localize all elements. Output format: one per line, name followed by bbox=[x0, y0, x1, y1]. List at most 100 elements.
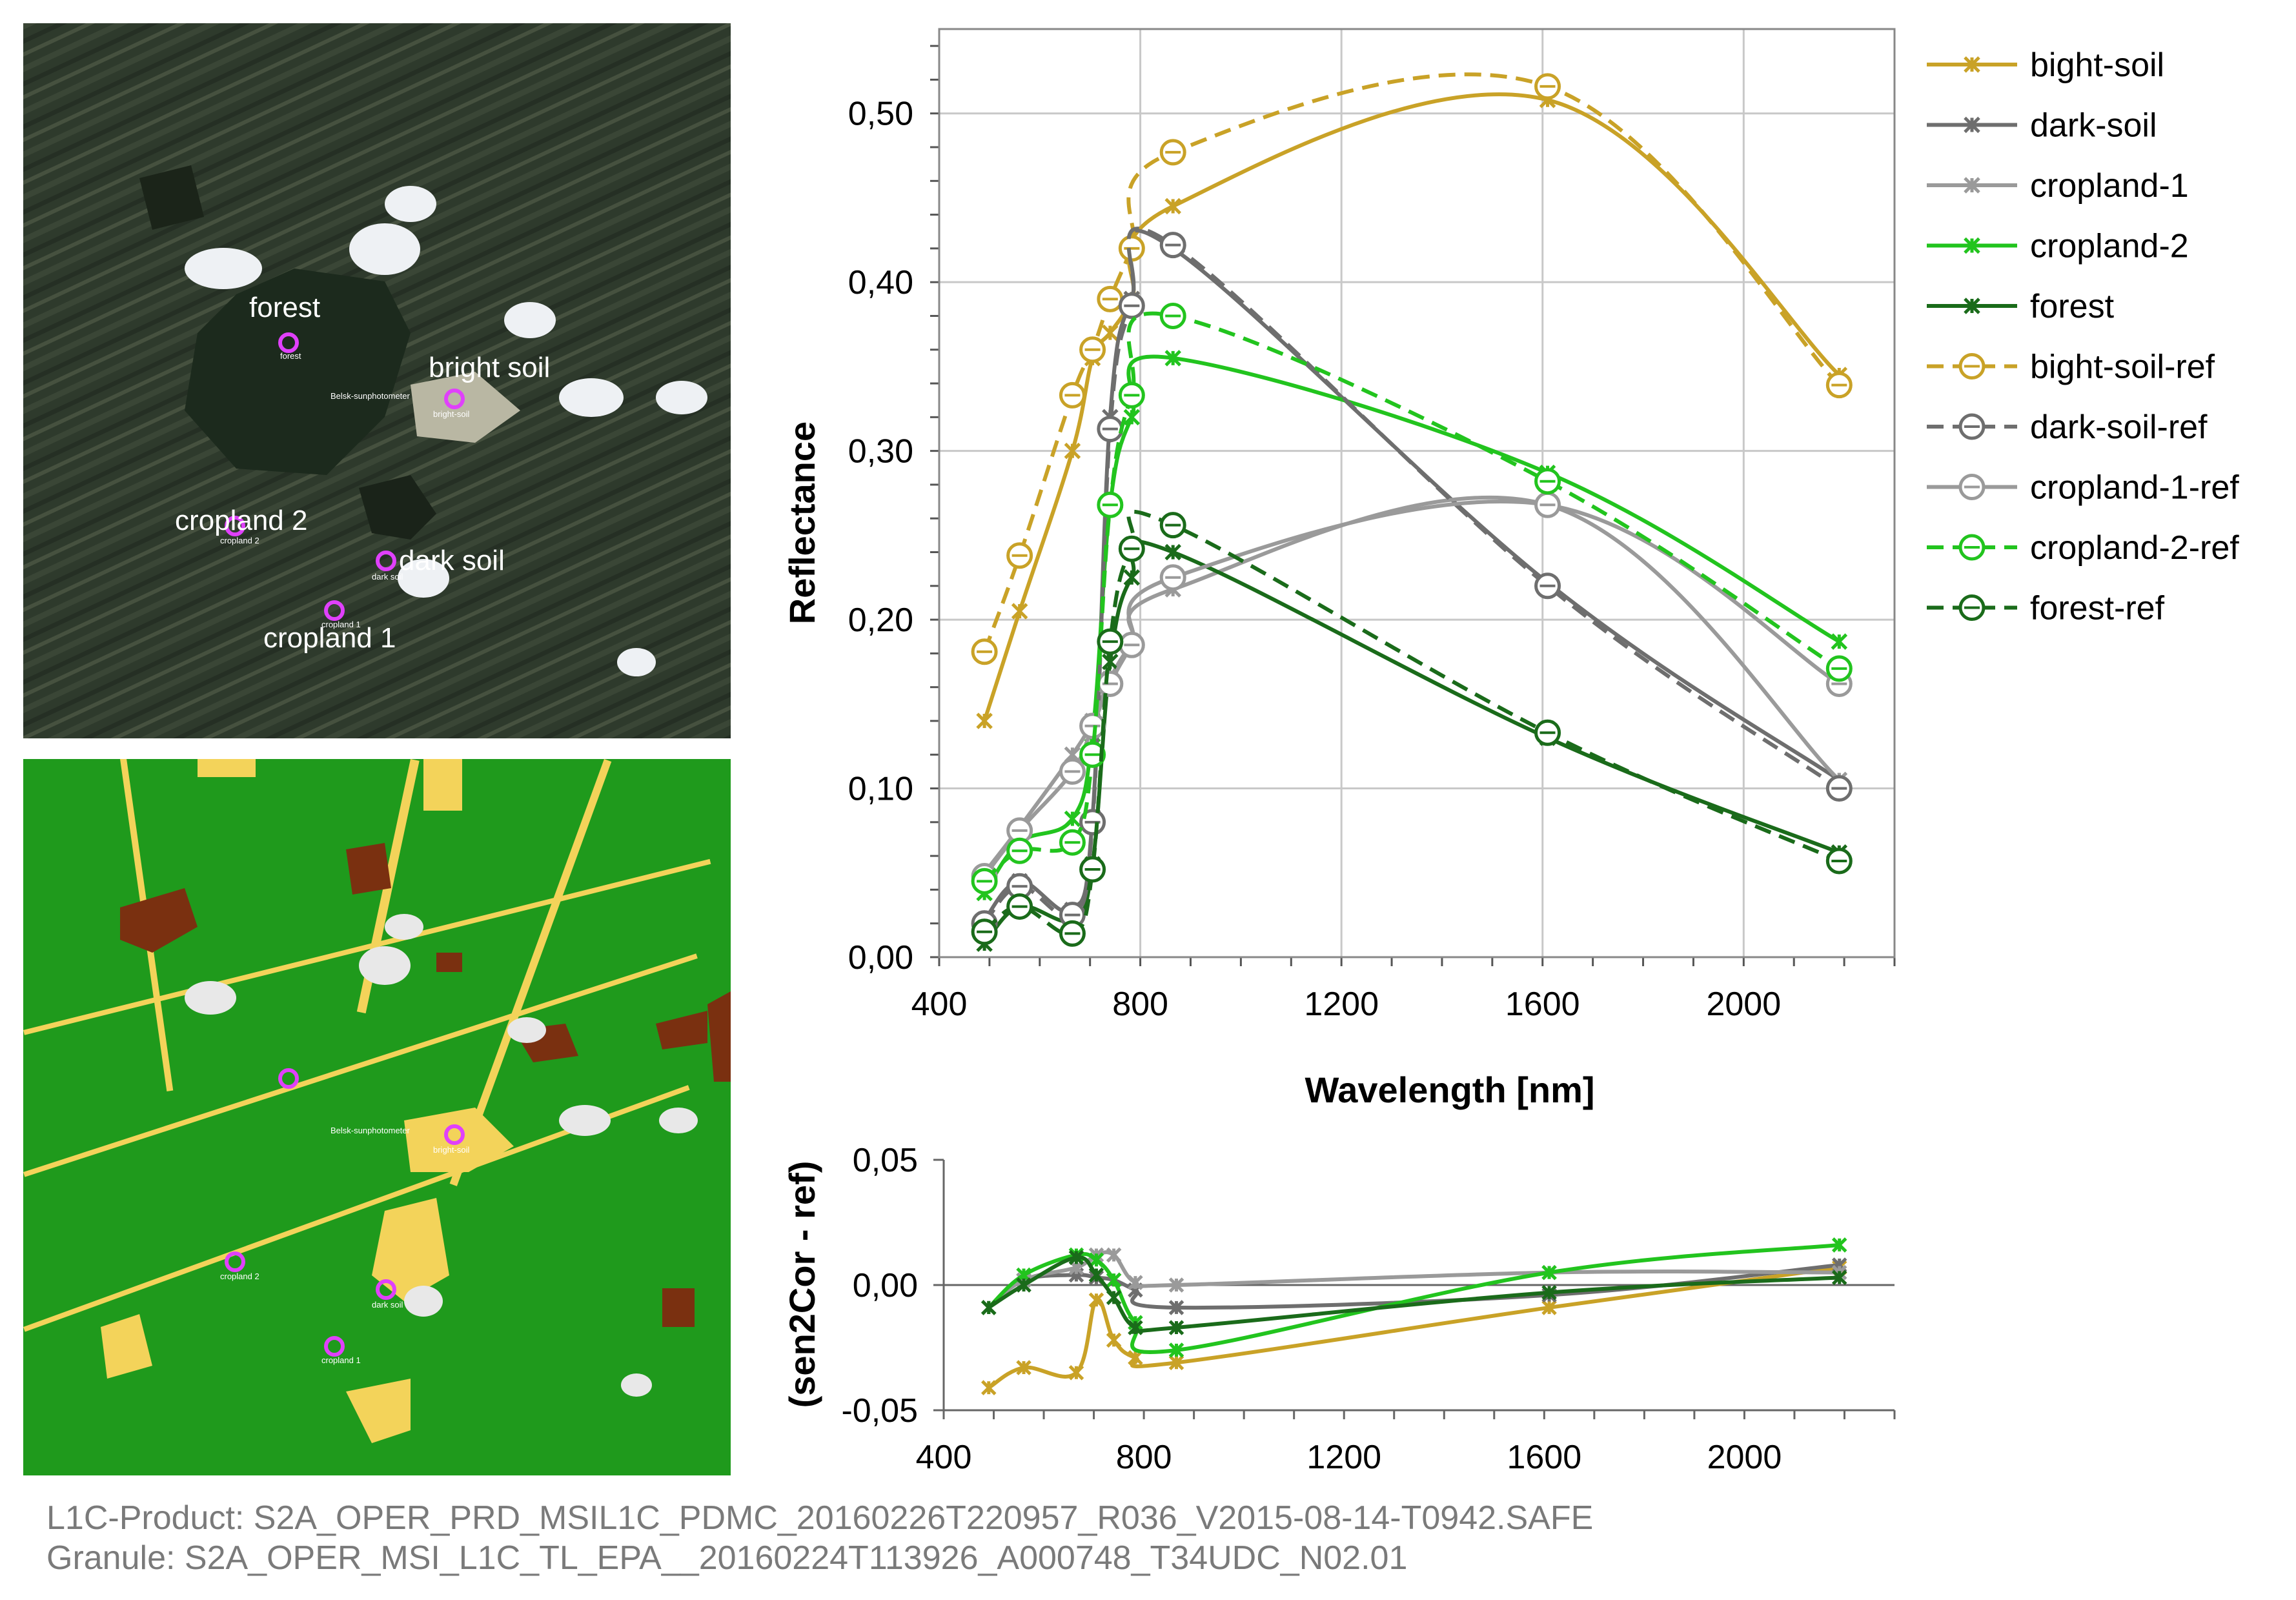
diff-forest-point bbox=[1168, 1320, 1184, 1335]
diff-bight-soil-point bbox=[981, 1380, 997, 1395]
reflectance-series bbox=[971, 72, 1853, 952]
class-cropland-1-marker bbox=[324, 1336, 345, 1357]
legend-bight-soil-point bbox=[1964, 56, 1980, 73]
reflectance-x-axis-title: Wavelength [nm] bbox=[1305, 1069, 1594, 1110]
diff-y-tick-label: -0,05 bbox=[841, 1392, 918, 1430]
forest-point bbox=[1123, 569, 1141, 586]
legend-label: bight-soil-ref bbox=[2030, 349, 2215, 386]
y-tick-label: 0,30 bbox=[848, 433, 913, 471]
diff-cropland-2-line bbox=[987, 1242, 1840, 1354]
x-tick-label: 800 bbox=[1112, 986, 1168, 1023]
plot-frame bbox=[938, 28, 1896, 958]
class-forest-marker bbox=[278, 1068, 299, 1089]
diff-forest-point bbox=[1831, 1270, 1847, 1286]
legend-item-bight-soil-ref: bight-soil-ref bbox=[1927, 349, 2215, 386]
diff-series-forest bbox=[981, 1250, 1847, 1335]
bight-soil-ref-line bbox=[982, 72, 1841, 653]
difference-series bbox=[981, 1237, 1847, 1395]
legend-item-cropland-2-ref: cropland-2-ref bbox=[1927, 529, 2239, 567]
legend-label: forest-ref bbox=[2030, 590, 2165, 627]
diff-x-tick-label: 800 bbox=[1116, 1439, 1172, 1476]
forest-point bbox=[1164, 543, 1181, 561]
bight-soil-point bbox=[1102, 324, 1119, 341]
small-label-dark-soil: dark soil bbox=[372, 572, 403, 582]
bight-soil-point bbox=[1164, 197, 1181, 215]
class-small-label-sunphotometer: Belsk-sunphotometer bbox=[330, 1126, 411, 1135]
reflectance-y-axis-title: Reflectance bbox=[782, 421, 822, 624]
legend-item-bight-soil: bight-soil bbox=[1927, 46, 2164, 84]
diff-x-tick-label: 2000 bbox=[1707, 1439, 1782, 1476]
y-tick-label: 0,20 bbox=[848, 602, 913, 639]
legend-item-cropland-1: cropland-1 bbox=[1927, 167, 2189, 205]
diff-bight-soil-point bbox=[1016, 1360, 1031, 1375]
legend-item-dark-soil: dark-soil bbox=[1927, 107, 2157, 145]
diff-forest-point bbox=[1068, 1250, 1084, 1266]
small-label-cropland-2: cropland 2 bbox=[220, 536, 259, 545]
small-label-forest: forest bbox=[280, 351, 301, 361]
classification-image: Belsk-sunphotometer bright-soil cropland… bbox=[23, 759, 731, 1475]
reflectance-chart: 0,00 0,10 0,20 0,30 0,40 0,50 400 800 1200 1600 20… bbox=[782, 28, 2239, 1110]
y-tick-label: 0,40 bbox=[848, 264, 913, 301]
diff-forest-point bbox=[1088, 1267, 1104, 1283]
class-small-label-cropland-1: cropland 1 bbox=[321, 1355, 361, 1365]
forest-marker bbox=[278, 332, 299, 353]
class-small-label-bright-soil: bright-soil bbox=[433, 1145, 469, 1155]
diff-cropland-2-point bbox=[1106, 1272, 1122, 1288]
cropland-2-point bbox=[1064, 810, 1081, 827]
small-label-sunphotometer: Belsk-sunphotometer bbox=[330, 391, 411, 401]
diff-cropland-2-point bbox=[1831, 1237, 1847, 1253]
class-bright-soil-marker bbox=[444, 1124, 465, 1145]
small-label-cropland-1: cropland 1 bbox=[321, 620, 361, 629]
x-tick-label: 1600 bbox=[1505, 986, 1580, 1023]
diff-cropland-2-point bbox=[1088, 1252, 1104, 1268]
legend-label: cropland-1-ref bbox=[2030, 469, 2239, 507]
diff-cropland-1-point bbox=[1128, 1275, 1143, 1290]
diff-y-tick-label: 0,05 bbox=[853, 1142, 918, 1179]
difference-y-axis-title: (sen2Cor - ref) bbox=[782, 1161, 822, 1408]
diff-bight-soil-point bbox=[1106, 1332, 1122, 1348]
diff-bight-soil-point bbox=[1168, 1355, 1184, 1371]
classification-image-canvas: Belsk-sunphotometer bright-soil cropland… bbox=[23, 759, 731, 1475]
cropland-2-point bbox=[1831, 633, 1848, 650]
diff-forest-point bbox=[1016, 1277, 1031, 1293]
series-bight-soil-ref bbox=[971, 72, 1853, 665]
diff-bight-soil-point bbox=[1541, 1300, 1557, 1315]
legend-cropland-2-point bbox=[1964, 237, 1980, 254]
bight-soil-point bbox=[1064, 442, 1081, 460]
reflectance-axes: 0,00 0,10 0,20 0,30 0,40 0,50 400 800 1200 1600 20… bbox=[848, 28, 1896, 1023]
y-tick-label: 0,00 bbox=[848, 939, 913, 977]
legend-label: dark-soil bbox=[2030, 107, 2157, 145]
diff-dark-soil-line bbox=[987, 1262, 1840, 1310]
bright-soil-marker bbox=[444, 389, 465, 409]
cropland-2-point bbox=[1123, 409, 1141, 426]
diff-bight-soil-point bbox=[1088, 1292, 1104, 1308]
legend-forest-point bbox=[1964, 298, 1980, 314]
diff-forest-point bbox=[1128, 1320, 1143, 1335]
class-dark-soil-marker bbox=[376, 1279, 396, 1300]
label-bright-soil: bright soil bbox=[429, 352, 550, 383]
satellite-image: forest bright soil cropland 2 dark soil … bbox=[23, 23, 731, 738]
legend-cropland-1-point bbox=[1964, 177, 1980, 194]
label-forest: forest bbox=[249, 292, 320, 323]
legend-label: dark-soil-ref bbox=[2030, 409, 2208, 446]
legend-item-forest-ref: forest-ref bbox=[1927, 590, 2165, 627]
diff-forest-point bbox=[1106, 1290, 1122, 1306]
cropland-1-ref-line bbox=[982, 500, 1840, 878]
diff-dark-soil-point bbox=[1168, 1300, 1184, 1315]
diff-cropland-1-point bbox=[1106, 1247, 1122, 1263]
bight-soil-point bbox=[976, 713, 993, 729]
difference-chart: -0,05 0,00 0,05 400 800 1200 1600 2000 (sen2Cor… bbox=[782, 1142, 1896, 1476]
diff-x-tick-label: 400 bbox=[916, 1439, 972, 1476]
legend-item-cropland-1-ref: cropland-1-ref bbox=[1927, 469, 2239, 507]
diff-forest-point bbox=[981, 1300, 997, 1315]
sample-point-markers bbox=[225, 332, 465, 621]
legend-label: cropland-1 bbox=[2030, 167, 2189, 205]
legend-label: cropland-2-ref bbox=[2030, 529, 2239, 567]
label-cropland-2: cropland 2 bbox=[175, 505, 307, 536]
class-small-label-dark-soil: dark soil bbox=[372, 1300, 403, 1310]
reflectance-grid bbox=[938, 29, 1895, 957]
class-small-label-cropland-2: cropland 2 bbox=[220, 1271, 259, 1281]
y-tick-label: 0,10 bbox=[848, 771, 913, 808]
legend-label: cropland-2 bbox=[2030, 228, 2189, 265]
cropland-2-marker bbox=[225, 516, 245, 536]
